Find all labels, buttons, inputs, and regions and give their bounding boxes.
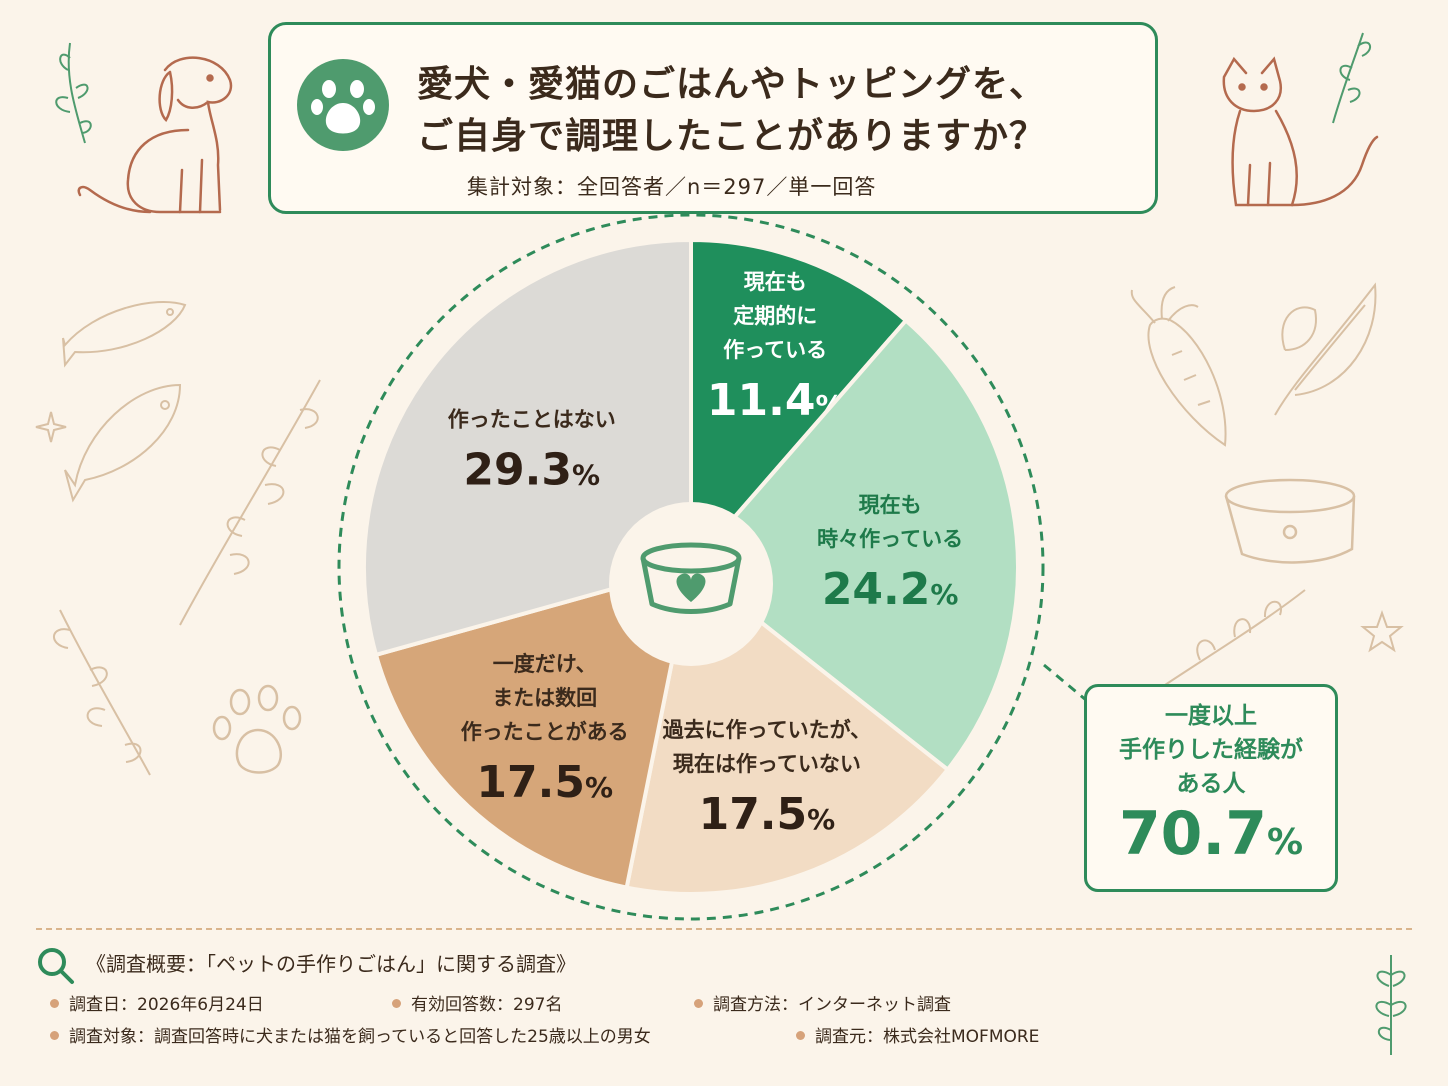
dog-illustration-icon — [77, 56, 233, 214]
survey-date: 調査日：2026年6月24日 — [50, 990, 264, 1015]
slice-label: または数回 — [492, 686, 597, 710]
highlight-callout: 一度以上 手作りした経験が ある人 70.7% — [1084, 684, 1338, 892]
callout-label-line: 一度以上 — [1165, 703, 1257, 729]
slice-label: 現在は作っていない — [673, 752, 861, 776]
callout-label: 一度以上 手作りした経験が ある人 — [1087, 699, 1335, 801]
slice-label: 定期的に — [733, 304, 817, 328]
callout-value: 70.7% — [1087, 801, 1335, 876]
carrot-illustration-icon — [1130, 286, 1227, 447]
leaf-branch-icon — [1332, 32, 1372, 124]
bowl-heart-icon — [640, 542, 742, 614]
survey-target: 調査対象：調査回答時に犬または猫を飼っていると回答した25歳以上の男女 — [50, 1022, 651, 1047]
herb-branch-icon — [179, 379, 321, 626]
callout-label-line: 手作りした経験が — [1119, 737, 1303, 763]
callout-connector-line — [1043, 663, 1087, 702]
pet-bowl-illustration-icon — [1224, 478, 1356, 564]
callout-label-line: ある人 — [1176, 771, 1246, 797]
survey-source: 調査元：株式会社MOFMORE — [796, 1022, 1039, 1047]
leaf-branch-icon — [55, 42, 92, 144]
slice-label: 現在も — [859, 493, 922, 517]
survey-method: 調査方法：インターネット調査 — [694, 990, 951, 1015]
pie-slice — [689, 237, 909, 573]
cat-illustration-icon — [1222, 56, 1379, 207]
herb-branch-icon — [53, 609, 151, 776]
leaf-illustration-icon — [1274, 282, 1377, 416]
footer-divider — [36, 928, 1412, 930]
paw-icon — [297, 59, 389, 151]
chart-title-line-2: ご自身で調理したことがありますか？ — [417, 116, 1047, 157]
highlight-dashed-ring — [337, 213, 1045, 921]
leaf-branch-icon — [1375, 955, 1407, 1055]
callout-value-unit: % — [1266, 822, 1304, 863]
chart-subtitle: 集計対象：全回答者／n＝297／単一回答 — [467, 175, 877, 199]
slice-label: 過去に作っていたが、 — [663, 718, 872, 742]
fish-illustration-icon — [62, 301, 187, 503]
chart-title-line-1: 愛犬・愛猫のごはんやトッピングを、 — [417, 64, 1047, 105]
survey-responses: 有効回答数：297名 — [392, 990, 562, 1015]
search-icon — [38, 948, 74, 984]
paw-print-icon — [212, 684, 302, 774]
slice-label: 時々作っている — [817, 527, 963, 551]
callout-value-number: 70.7 — [1118, 799, 1267, 869]
slice-label: 一度だけ、 — [493, 652, 597, 676]
survey-heading: 《調査概要：「ペットの手作りごはん」に関する調査》 — [86, 952, 576, 976]
pie-slice — [688, 317, 1020, 773]
slice-label: 作ったことはない — [448, 408, 616, 432]
pie-slice — [362, 237, 693, 658]
herb-branch-icon — [1164, 589, 1306, 686]
slice-label: 作っている — [723, 338, 827, 362]
sparkle-star-icon — [1360, 610, 1404, 653]
slice-label: 作ったことがある — [461, 720, 629, 744]
slice-label: 現在も — [744, 270, 807, 294]
title-panel: 愛犬・愛猫のごはんやトッピングを、 ご自身で調理したことがありますか？ 集計対象… — [268, 22, 1158, 214]
pie-slice — [373, 564, 694, 890]
sparkle-star-icon — [35, 411, 67, 443]
